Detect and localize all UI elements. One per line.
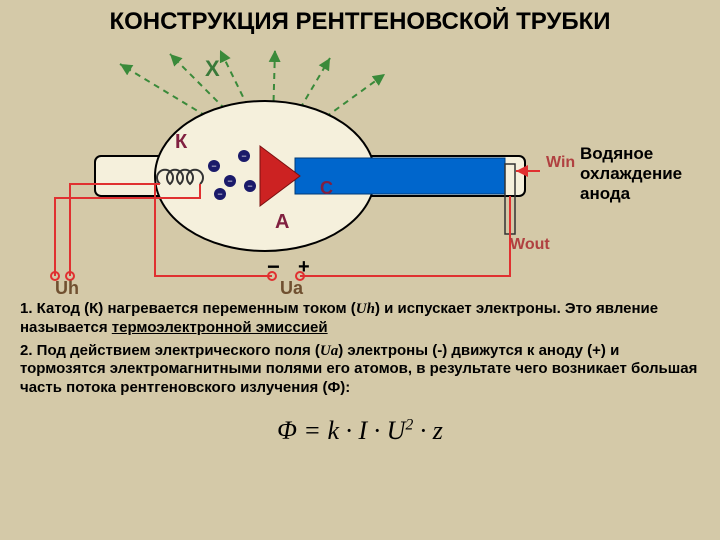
svg-text:−: − bbox=[227, 176, 232, 186]
label-c: С bbox=[320, 178, 333, 199]
p1a: 1. Катод (К) нагревается переменным токо… bbox=[20, 300, 356, 317]
label-uh: Uh bbox=[55, 278, 79, 299]
svg-text:−: − bbox=[211, 161, 216, 171]
label-win: Win bbox=[546, 154, 575, 172]
label-cooling: Водяное охлаждение анода bbox=[580, 144, 682, 204]
p1-uh: Uh bbox=[356, 301, 375, 317]
svg-text:−: − bbox=[217, 189, 222, 199]
p2a: 2. Под действием электрического поля ( bbox=[20, 342, 320, 359]
formula-tail: · z bbox=[413, 416, 443, 445]
label-wout: Wout bbox=[510, 236, 550, 254]
xray-tube-diagram: −−−−− X К С А Win Wout Водяное охлаждени… bbox=[0, 36, 720, 296]
svg-text:−: − bbox=[247, 181, 252, 191]
p2-ua: Ua bbox=[320, 343, 338, 359]
page-title: КОНСТРУКЦИЯ РЕНТГЕНОВСКОЙ ТРУБКИ bbox=[0, 0, 720, 36]
formula-mid: = k · I · U bbox=[297, 416, 406, 445]
svg-text:−: − bbox=[241, 151, 246, 161]
label-ua: Ua bbox=[280, 278, 303, 299]
label-minus: − bbox=[267, 254, 280, 280]
label-k: К bbox=[175, 131, 187, 154]
label-x: X bbox=[205, 56, 220, 82]
formula-phi: Φ bbox=[277, 416, 297, 445]
description-text: 1. Катод (К) нагревается переменным токо… bbox=[0, 300, 720, 398]
p1c: термоэлектронной эмиссией bbox=[112, 319, 328, 336]
formula: Φ = k · I · U2 · z bbox=[0, 416, 720, 446]
label-a: А bbox=[275, 211, 289, 234]
label-plus: + bbox=[298, 256, 310, 279]
